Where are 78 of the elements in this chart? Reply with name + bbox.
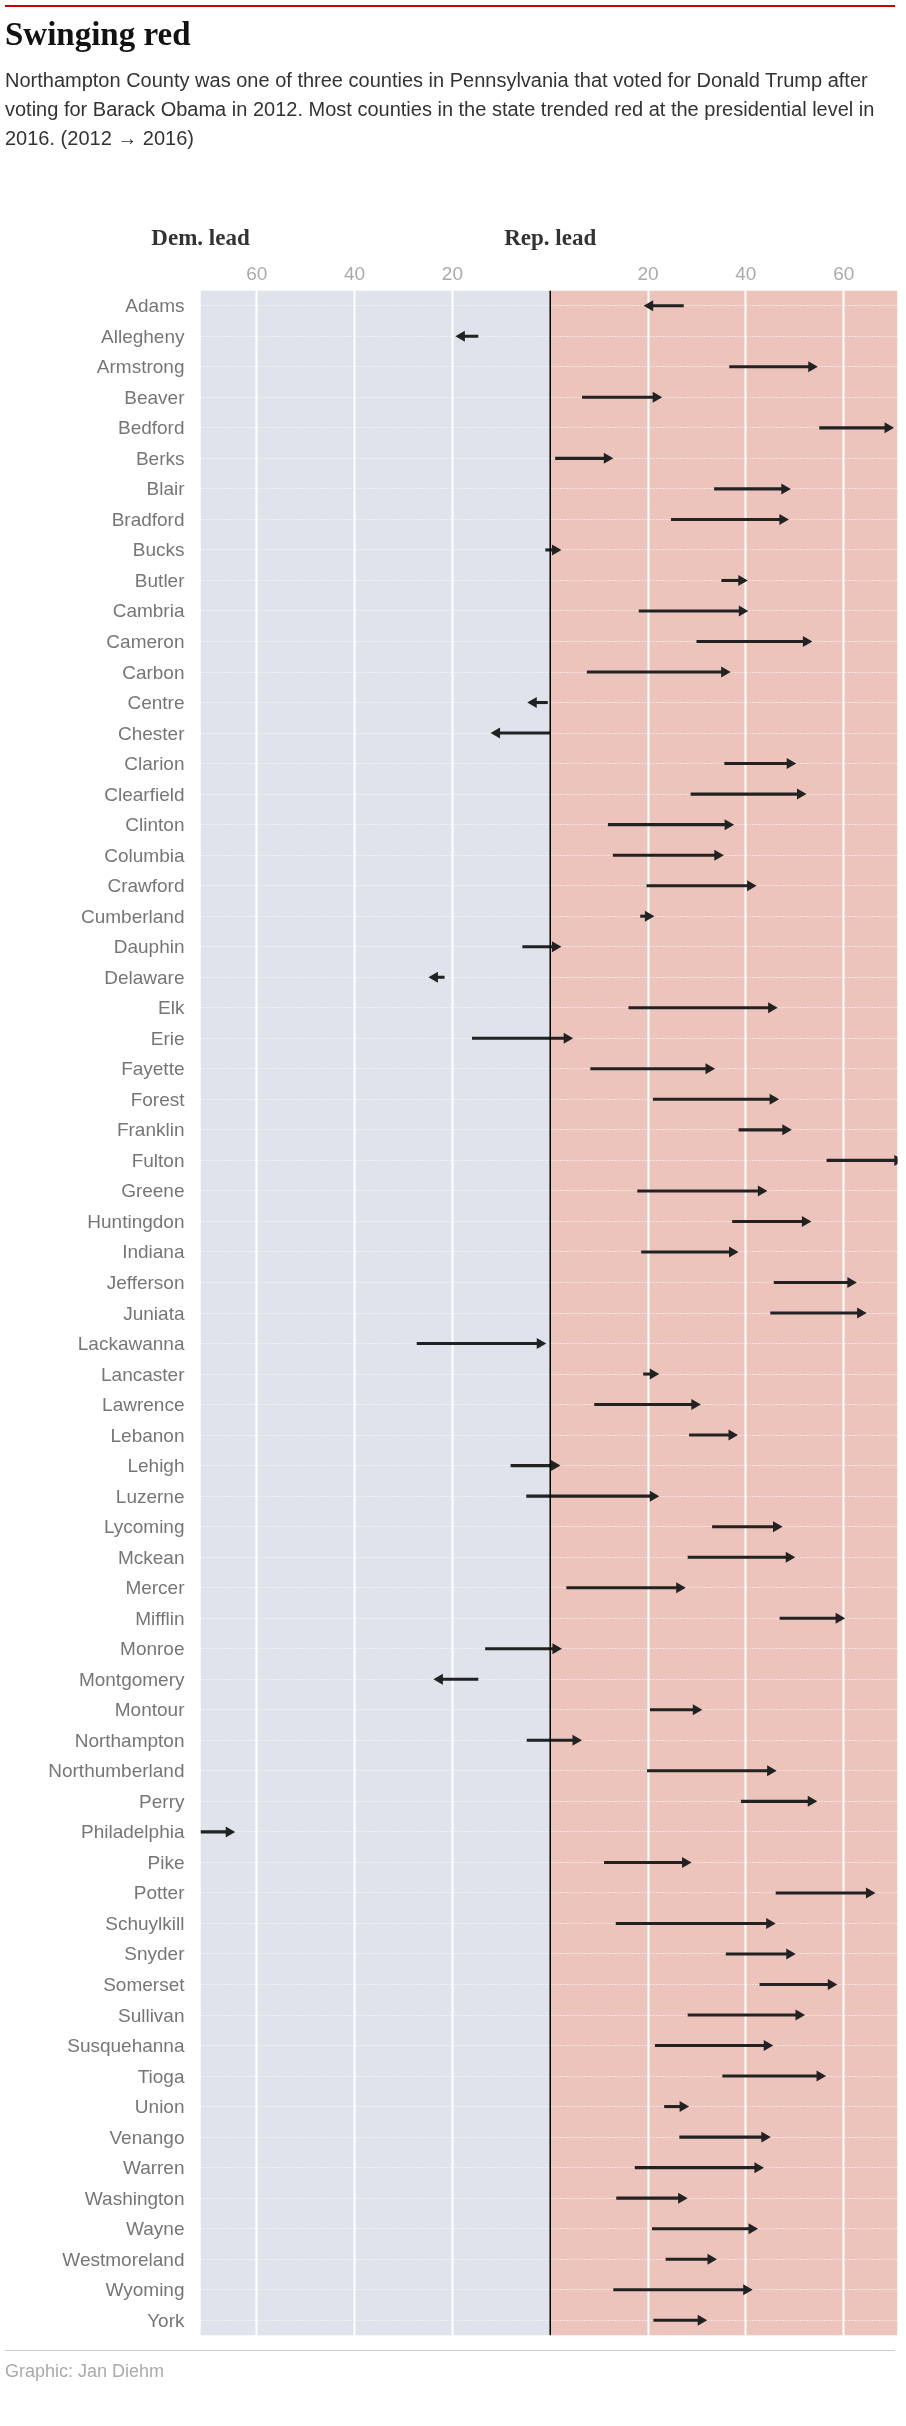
y-tick-label: Potter: [133, 1882, 186, 1904]
y-tick-label: Washington: [84, 2187, 185, 2209]
y-tick-label: Mckean: [117, 1546, 185, 1568]
y-tick-label: Indiana: [122, 1241, 185, 1263]
y-tick-label: Sullivan: [117, 2004, 185, 2026]
text: Graphic: Jan Diehm: [5, 2360, 166, 2383]
y-tick-label: Northampton: [74, 1729, 185, 1751]
y-tick-label: Mercer: [125, 1577, 186, 1599]
y-tick-label: Lackawanna: [77, 1333, 185, 1355]
y-tick-label: Wyoming: [105, 2279, 185, 2301]
x-tick-label: 60: [246, 262, 268, 284]
y-tick-label: Montgomery: [78, 1668, 185, 1690]
y-tick-label: Cambria: [112, 600, 185, 622]
y-tick-label: Northumberland: [48, 1760, 185, 1782]
y-tick-label: Beaver: [124, 386, 186, 408]
x-tick-label: 20: [441, 262, 463, 284]
y-tick-label: Carbon: [122, 661, 185, 683]
y-tick-label: Susquehanna: [67, 2035, 185, 2057]
band-label: Rep. lead: [504, 224, 597, 250]
y-tick-label: Juniata: [123, 1302, 185, 1324]
y-tick-label: Berks: [135, 447, 185, 469]
y-tick-label: Cameron: [106, 631, 185, 653]
y-tick-label: Fayette: [121, 1058, 185, 1080]
y-tick-label: Schuylkill: [105, 1912, 185, 1934]
y-tick-label: Adams: [125, 295, 185, 317]
y-tick-label: Crawford: [107, 875, 185, 897]
y-tick-label: Lawrence: [102, 1394, 185, 1416]
y-tick-label: Chester: [117, 722, 186, 744]
y-tick-label: Blair: [146, 478, 186, 500]
y-tick-label: Forest: [130, 1088, 186, 1110]
y-tick-label: Somerset: [103, 1973, 186, 1995]
y-tick-label: Westmoreland: [62, 2248, 185, 2270]
y-tick-label: Tioga: [137, 2065, 185, 2087]
y-tick-label: Montour: [114, 1699, 186, 1721]
y-tick-label: Warren: [122, 2157, 185, 2179]
y-tick-label: Jefferson: [106, 1271, 185, 1293]
y-tick-label: Cumberland: [81, 905, 185, 927]
y-tick-label: Armstrong: [96, 356, 185, 378]
y-tick-label: Union: [134, 2096, 185, 2118]
x-tick-label: 40: [735, 262, 757, 284]
x-tick-label: 40: [344, 262, 366, 284]
y-tick-label: Mifflin: [135, 1607, 185, 1629]
y-tick-label: Fulton: [131, 1149, 185, 1171]
y-tick-label: Bradford: [111, 508, 185, 530]
y-tick-label: Erie: [150, 1027, 185, 1049]
chart-title: Swinging red: [5, 15, 192, 54]
y-tick-label: Delaware: [104, 966, 185, 988]
y-tick-label: Wayne: [126, 2218, 185, 2240]
y-tick-label: Centre: [127, 692, 185, 714]
y-tick-label: Luzerne: [115, 1485, 185, 1507]
y-tick-label: Huntingdon: [87, 1210, 185, 1232]
y-tick-label: Dauphin: [113, 936, 185, 958]
y-tick-label: Columbia: [104, 844, 185, 866]
y-tick-label: Lancaster: [101, 1363, 186, 1385]
y-tick-label: Monroe: [120, 1638, 185, 1660]
y-tick-label: Greene: [121, 1180, 185, 1202]
y-tick-label: Clearfield: [104, 783, 185, 805]
chart-subtitle: Northampton County was one of three counties in Pennsylvania that voted for Donald Trump after voting for Barack Obama in 2012. Most counties in the state trended red at the presidential level in 2016. (2012 → 2016): [5, 68, 876, 152]
band-label: Dem. lead: [151, 224, 250, 250]
y-tick-label: Bedford: [117, 417, 185, 439]
y-tick-label: Philadelphia: [80, 1821, 185, 1843]
y-tick-label: Clinton: [125, 814, 185, 836]
x-tick-label: 20: [637, 262, 659, 284]
y-tick-label: York: [147, 2309, 185, 2331]
y-tick-label: Allegheny: [101, 325, 185, 347]
y-tick-label: Lebanon: [110, 1424, 185, 1446]
y-tick-label: Butler: [134, 569, 186, 591]
x-tick-label: 60: [833, 262, 855, 284]
y-tick-label: Venango: [109, 2126, 185, 2148]
y-tick-label: Snyder: [124, 1943, 186, 1965]
y-tick-label: Pike: [147, 1851, 185, 1873]
y-tick-label: Elk: [158, 997, 185, 1019]
y-tick-label: Lehigh: [127, 1455, 185, 1477]
y-tick-label: Perry: [139, 1790, 185, 1812]
y-tick-label: Lycoming: [103, 1516, 185, 1538]
y-tick-label: Bucks: [132, 539, 185, 561]
y-tick-label: Franklin: [116, 1119, 185, 1141]
y-tick-label: Clarion: [124, 753, 185, 775]
